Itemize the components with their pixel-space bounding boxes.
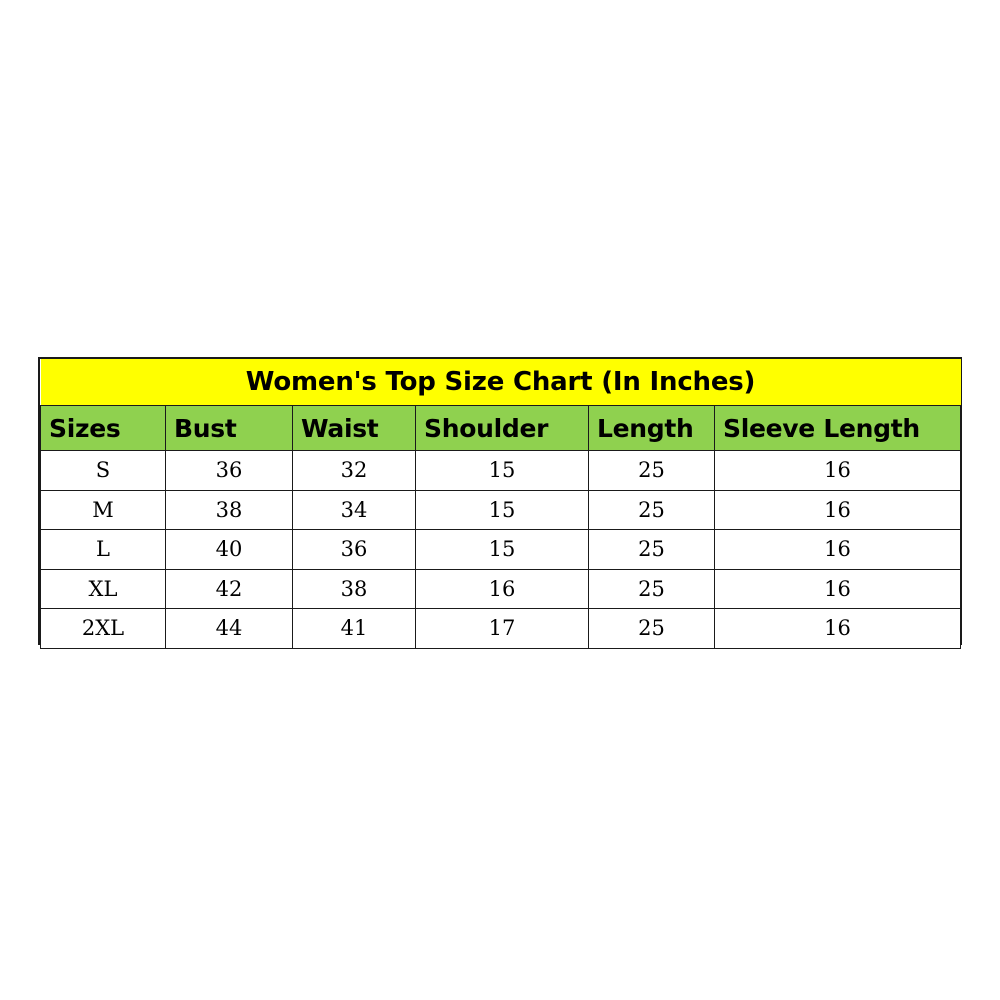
column-header-row: Sizes Bust Waist Shoulder Length Sleeve … — [40, 405, 962, 451]
column-header-sleeve-length: Sleeve Length — [713, 405, 962, 451]
cell-size: XL — [40, 568, 166, 609]
chart-title-row: Women's Top Size Chart (In Inches) — [40, 359, 961, 406]
column-header-bust: Bust — [165, 405, 293, 451]
cell-sleeve-length: 16 — [713, 489, 962, 530]
cell-length: 25 — [588, 529, 715, 570]
column-header-waist: Waist — [292, 405, 416, 451]
size-chart-table: Women's Top Size Chart (In Inches) Sizes… — [40, 359, 962, 649]
table-row: M 38 34 15 25 16 — [40, 489, 962, 530]
column-header-length: Length — [588, 405, 715, 451]
cell-shoulder: 15 — [415, 489, 589, 530]
cell-waist: 41 — [292, 608, 416, 649]
cell-waist: 32 — [292, 450, 416, 491]
cell-shoulder: 17 — [415, 608, 589, 649]
cell-sleeve-length: 16 — [713, 450, 962, 491]
table-row: L 40 36 15 25 16 — [40, 529, 962, 570]
cell-length: 25 — [588, 450, 715, 491]
cell-shoulder: 15 — [415, 450, 589, 491]
cell-waist: 38 — [292, 568, 416, 609]
column-header-sizes: Sizes — [40, 405, 166, 451]
cell-bust: 40 — [165, 529, 293, 570]
column-header-shoulder: Shoulder — [415, 405, 589, 451]
cell-shoulder: 15 — [415, 529, 589, 570]
size-chart-container: Women's Top Size Chart (In Inches) Sizes… — [38, 357, 962, 649]
cell-size: L — [40, 529, 166, 570]
cell-shoulder: 16 — [415, 568, 589, 609]
cell-waist: 34 — [292, 489, 416, 530]
cell-length: 25 — [588, 489, 715, 530]
table-row: 2XL 44 41 17 25 16 — [40, 608, 962, 649]
cell-size: S — [40, 450, 166, 491]
size-chart-body: S 36 32 15 25 16 M 38 34 15 25 16 L 40 3… — [40, 450, 962, 649]
cell-length: 25 — [588, 608, 715, 649]
cell-bust: 36 — [165, 450, 293, 491]
cell-bust: 42 — [165, 568, 293, 609]
table-row: S 36 32 15 25 16 — [40, 450, 962, 491]
cell-bust: 44 — [165, 608, 293, 649]
cell-waist: 36 — [292, 529, 416, 570]
cell-bust: 38 — [165, 489, 293, 530]
chart-title: Women's Top Size Chart (In Inches) — [40, 359, 961, 406]
cell-sleeve-length: 16 — [713, 529, 962, 570]
cell-size: 2XL — [40, 608, 166, 649]
cell-sleeve-length: 16 — [713, 568, 962, 609]
cell-sleeve-length: 16 — [713, 608, 962, 649]
cell-length: 25 — [588, 568, 715, 609]
table-row: XL 42 38 16 25 16 — [40, 568, 962, 609]
cell-size: M — [40, 489, 166, 530]
